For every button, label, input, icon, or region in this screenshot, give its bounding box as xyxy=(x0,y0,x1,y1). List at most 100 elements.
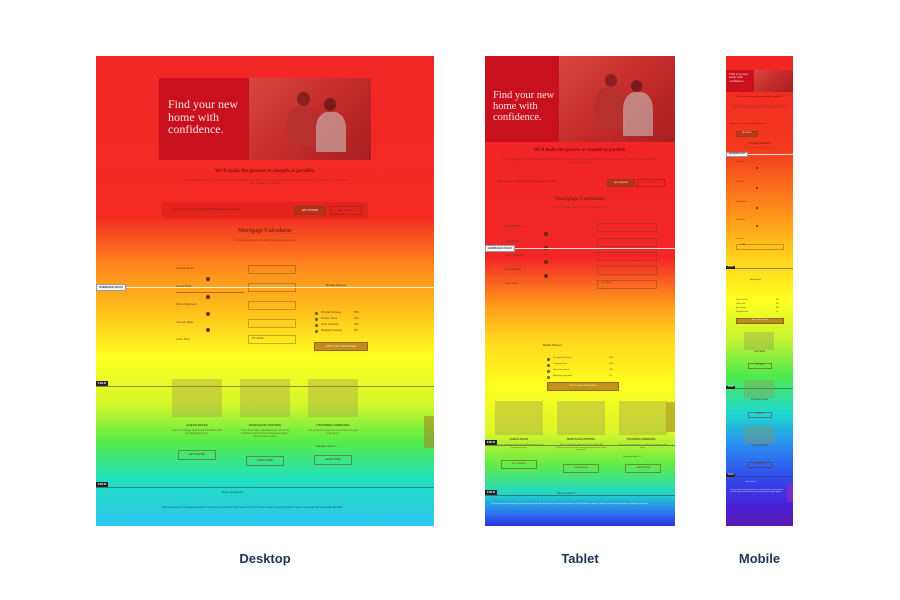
call-center-button[interactable]: CALL CENTER xyxy=(330,206,362,215)
hero-line-2: home with xyxy=(493,101,538,113)
get-started-button[interactable]: GET STARTED xyxy=(736,131,758,137)
field-label: Interest Rate xyxy=(505,267,522,271)
footer-link[interactable]: Have Questions? xyxy=(557,492,576,495)
apply-mortgage-button[interactable]: APPLY FOR A MORTGAGE xyxy=(314,342,368,351)
slider-knob[interactable] xyxy=(206,295,210,299)
card-body: We've Fixed Rate, Adjustable Rate, FHA &… xyxy=(556,444,606,451)
payment-label: Monthly Payment xyxy=(543,344,562,347)
card-title: MORTGAGE OPTIONS xyxy=(567,438,595,441)
slider-knob[interactable] xyxy=(544,232,548,236)
loan-term-value: 30 YEARS xyxy=(739,245,746,246)
annual-taxes-field[interactable] xyxy=(248,265,296,274)
slider-knob[interactable] xyxy=(206,328,210,332)
calculator-title: Mortgage Calculator xyxy=(238,228,292,234)
card-title: CHECK RATES xyxy=(509,438,529,441)
card-button[interactable]: GET STARTED xyxy=(501,460,537,469)
legend-pct: 65% xyxy=(609,357,614,359)
feedback-tab[interactable] xyxy=(787,484,793,502)
card-button[interactable]: LEARN MORE xyxy=(314,455,352,465)
footer-link[interactable]: Have Questions? xyxy=(746,482,757,483)
calculator-subtitle: Quickly estimate your monthly mortgage p… xyxy=(744,148,775,149)
field-label: Down Payment xyxy=(505,253,524,257)
slider-knob[interactable] xyxy=(206,312,210,316)
feedback-tab[interactable] xyxy=(666,402,675,432)
card-body: Our seminars review the ins and outs of … xyxy=(618,444,668,449)
legend-item: Mortgage Insurance xyxy=(736,312,749,313)
field-label: Interest Rate xyxy=(176,320,194,324)
footer-link[interactable]: Have Questions? xyxy=(222,490,244,494)
card-button[interactable]: LEARN MORE xyxy=(748,412,772,418)
legend-pct: 20% xyxy=(609,363,614,365)
interest-rate-field[interactable] xyxy=(597,266,657,275)
card-button[interactable]: LEARN MORE xyxy=(625,464,661,473)
get-started-button[interactable]: GET STARTED xyxy=(607,179,635,187)
apply-mortgage-button[interactable]: APPLY FOR A MORTGAGE xyxy=(547,382,619,391)
card-button[interactable]: GET STARTED xyxy=(178,450,216,460)
field-label: Home Price xyxy=(176,284,192,288)
feedback-tab[interactable] xyxy=(424,416,434,448)
hero-banner: Find your new home with confidence. xyxy=(159,78,371,160)
fold-tag: FOLD xyxy=(485,490,498,495)
loan-term-select[interactable]: 30 YEARS xyxy=(597,280,657,289)
legend-item: Property Taxes xyxy=(736,304,746,305)
slider-knob[interactable] xyxy=(756,225,758,227)
desktop-heatmap: Find your new home with confidence. We'l… xyxy=(96,56,434,526)
field-label: Loan Term xyxy=(736,239,744,240)
apply-text: Apply online or contact a Mortgage Speci… xyxy=(172,208,241,211)
calculator-subtitle: Quickly estimate your monthly mortgage p… xyxy=(233,238,297,242)
fold-line xyxy=(726,388,793,389)
card-image xyxy=(240,379,290,417)
home-price-slider[interactable] xyxy=(176,292,244,293)
home-price-field[interactable] xyxy=(597,238,657,247)
card-button[interactable]: LEARN MORE xyxy=(748,462,772,468)
loan-term-value: 30 YEARS xyxy=(601,282,612,284)
fold-line xyxy=(485,495,675,496)
headline: We'll make the process as smooth as poss… xyxy=(736,95,783,98)
card-button[interactable]: LEARN MORE xyxy=(563,464,599,473)
card-title: MORTGAGE OPTIONS xyxy=(750,400,768,401)
slider-knob[interactable] xyxy=(544,260,548,264)
card-date: Saturday, June 3 ››› xyxy=(316,445,337,448)
average-fold-tag: AVERAGE FOLD xyxy=(726,152,748,157)
legend-pct: 20% xyxy=(776,304,779,305)
annual-taxes-field[interactable] xyxy=(597,223,657,232)
fold-line xyxy=(726,476,793,477)
fold-line xyxy=(485,445,675,446)
get-started-button[interactable]: GET STARTED xyxy=(294,206,326,215)
interest-rate-field[interactable] xyxy=(248,319,296,328)
legend-pct: 10% xyxy=(609,369,614,371)
intro-text: The mortgage basics, great rates and exp… xyxy=(731,106,788,109)
call-center-button[interactable]: CALL CENTER xyxy=(637,179,665,187)
down-payment-field[interactable] xyxy=(248,301,296,310)
slider-knob[interactable] xyxy=(544,274,548,278)
hero-line-3: confidence. xyxy=(493,112,542,124)
down-payment-field[interactable] xyxy=(597,252,657,261)
card-body: Our seminars review the ins and outs of … xyxy=(308,429,358,435)
apply-mortgage-button[interactable]: APPLY FOR A MORTGAGE xyxy=(736,318,784,324)
hero-line-1: Find your new xyxy=(729,72,749,76)
apply-bar: Apply online or contact a Mortgage Speci… xyxy=(162,202,368,219)
legend-pct: 20% xyxy=(354,317,359,320)
payment-label: Monthly Payment xyxy=(326,284,347,287)
slider-knob[interactable] xyxy=(756,167,758,169)
fold-tag: FOLD xyxy=(96,381,109,386)
card-body: We've Fixed Rate, Adjustable Rate, FHA &… xyxy=(240,429,290,438)
intro-text: The mortgage basics, great rates and exp… xyxy=(503,158,657,165)
card-button[interactable]: GET STARTED xyxy=(748,363,772,369)
card-image xyxy=(172,379,222,417)
card-date: Saturday, June 3 ››› xyxy=(623,456,642,458)
slider-knob[interactable] xyxy=(756,187,758,189)
loan-term-select[interactable]: 30 YEARS xyxy=(248,335,296,344)
legend-pct: 65% xyxy=(354,311,359,314)
calculator-title: Mortgage Calculator xyxy=(747,142,772,145)
loan-term-select[interactable]: 30 YEARS xyxy=(736,244,784,250)
hero-line-2: home with xyxy=(729,75,744,80)
legend-pct: 5% xyxy=(609,375,613,377)
slider-knob[interactable] xyxy=(756,207,758,209)
calculator-title: Mortgage Calculator xyxy=(554,196,606,202)
card-button[interactable]: LEARN MORE xyxy=(246,456,284,466)
slider-knob[interactable] xyxy=(206,277,210,281)
card-image xyxy=(495,401,543,435)
legend-pct: 65% xyxy=(776,300,779,301)
hero-banner: Find your new home with confidence. xyxy=(726,70,793,92)
